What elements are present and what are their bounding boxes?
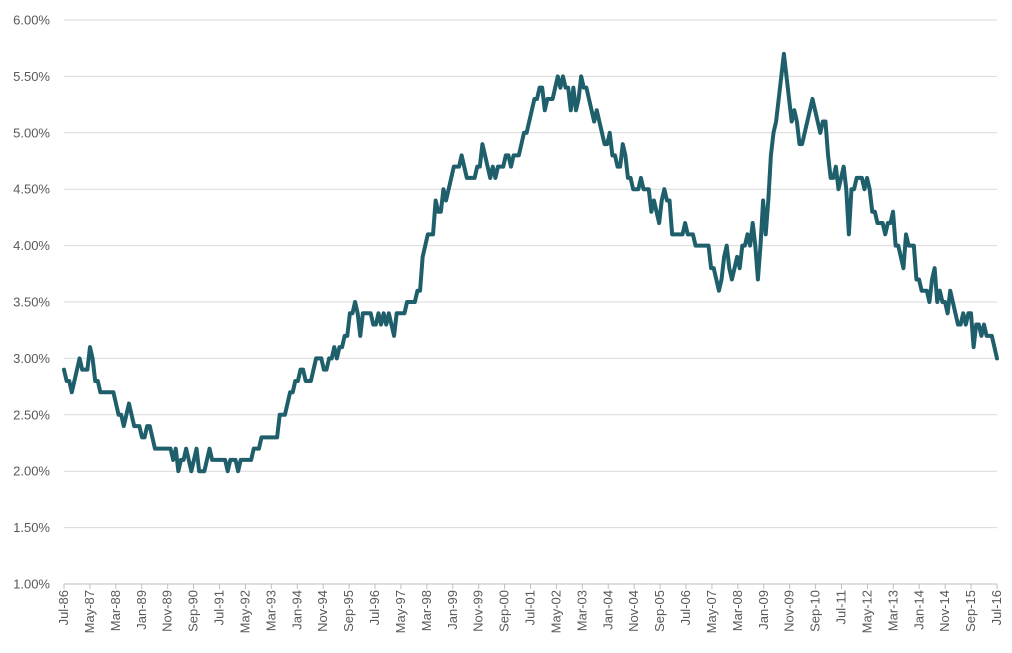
x-tick-label: May-02 (548, 590, 563, 633)
x-tick-label: Nov-09 (782, 590, 797, 632)
y-tick-label: 2.00% (13, 464, 50, 479)
x-tick-label: Jul-06 (678, 590, 693, 625)
x-tick-label: Jan-94 (289, 590, 304, 630)
x-tick-label: May-12 (859, 590, 874, 633)
x-tick-label: Mar-98 (419, 590, 434, 631)
y-tick-label: 5.50% (13, 69, 50, 84)
x-tick-label: May-87 (82, 590, 97, 633)
x-tick-label: Mar-88 (108, 590, 123, 631)
x-tick-label: Jan-04 (600, 590, 615, 630)
series-line (62, 51, 999, 474)
x-tick-label: Jul-16 (989, 590, 1004, 625)
x-tick-label: May-07 (704, 590, 719, 633)
x-tick-label: Mar-08 (730, 590, 745, 631)
y-tick-label: 5.00% (13, 125, 50, 140)
x-axis (63, 583, 998, 589)
y-tick-label: 1.00% (13, 577, 50, 592)
gridlines (64, 19, 997, 529)
x-tick-label: Nov-99 (471, 590, 486, 632)
series-layer (62, 51, 999, 474)
x-tick-label: Nov-94 (315, 590, 330, 632)
x-tick-label: Mar-93 (263, 590, 278, 631)
x-tick-label: Jul-91 (212, 590, 227, 625)
x-tick-label: Sep-05 (652, 590, 667, 632)
y-tick-label: 6.00% (13, 13, 50, 28)
x-tick-label: Sep-00 (497, 590, 512, 632)
x-tick-label: Mar-13 (885, 590, 900, 631)
x-tick-label: Mar-03 (574, 590, 589, 631)
x-tick-label: May-97 (393, 590, 408, 633)
x-tick-label: Jan-99 (445, 590, 460, 630)
x-axis-tick-labels: Jul-86 May-87 Mar-88 Jan-89 Nov-89 Sep-90 Jul-… (56, 590, 1004, 633)
y-tick-label: 4.50% (13, 182, 50, 197)
x-tick-label: Sep-10 (808, 590, 823, 632)
x-tick-label: Sep-90 (186, 590, 201, 632)
y-tick-label: 4.00% (13, 238, 50, 253)
x-tick-label: Jan-89 (134, 590, 149, 630)
y-tick-label: 2.50% (13, 407, 50, 422)
x-tick-label: Jul-01 (523, 590, 538, 625)
x-tick-label: Nov-14 (937, 590, 952, 632)
x-tick-label: Jul-86 (56, 590, 71, 625)
x-tick-label: May-92 (237, 590, 252, 633)
y-tick-label: 1.50% (13, 520, 50, 535)
y-tick-label: 3.00% (13, 351, 50, 366)
x-tick-label: Jan-09 (756, 590, 771, 630)
y-axis-tick-labels: 1.00% 1.50% 2.00% 2.50% 3.00% 3.50% 4.00% 4.50%… (13, 13, 50, 592)
x-tick-label: Jan-14 (911, 590, 926, 630)
x-tick-label: Sep-95 (341, 590, 356, 632)
x-tick-label: Jul-96 (367, 590, 382, 625)
x-tick-label: Sep-15 (963, 590, 978, 632)
y-tick-label: 3.50% (13, 295, 50, 310)
x-tick-label: Nov-89 (160, 590, 175, 632)
x-tick-label: Nov-04 (626, 590, 641, 632)
x-tick-label: Jul-11 (834, 590, 849, 624)
